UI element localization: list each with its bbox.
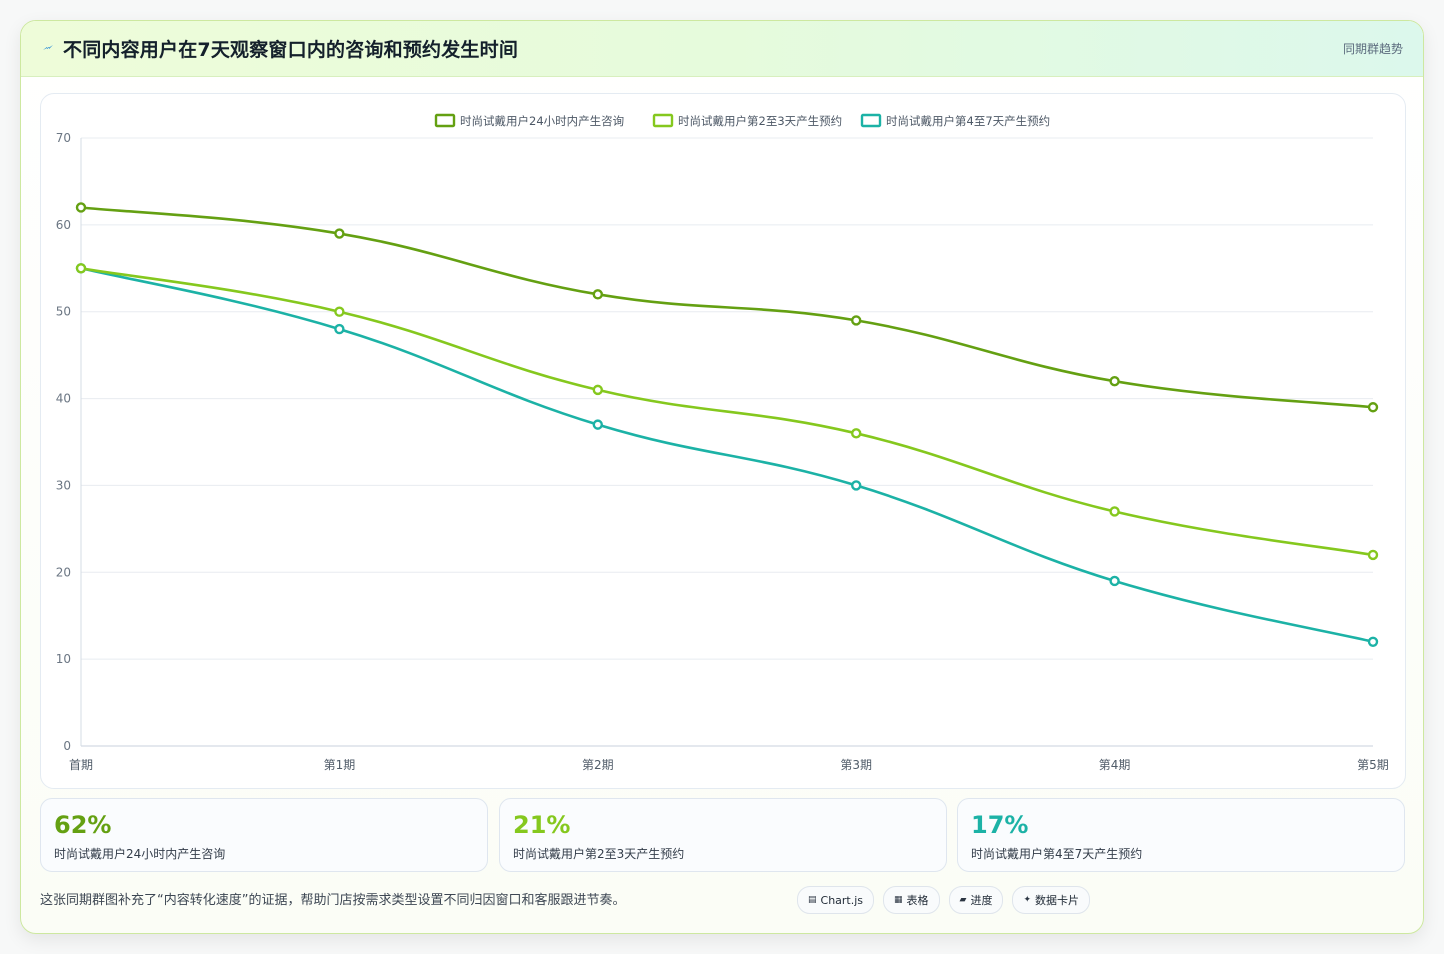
legend-swatch [860,113,882,128]
series-line-1 [79,206,1375,409]
tag-label: 表格 [906,894,929,907]
y-tick-label: 70 [56,131,71,145]
tag-data-cards[interactable]: ✦ 数据卡片 [1012,886,1091,914]
x-tick-label: 首期 [69,758,93,772]
y-tick-label: 30 [56,478,71,492]
legend-label: 时尚试戴用户24小时内产生咨询 [460,114,624,128]
legend-swatch [652,113,674,128]
legend-label: 时尚试戴用户第4至7天产生预约 [886,114,1050,128]
y-tick-label: 0 [63,739,71,753]
stat-card-1: 62% 时尚试戴用户24小时内产生咨询 [40,798,488,872]
x-tick-label: 第4期 [1099,758,1131,772]
data-point [1109,575,1120,587]
data-point [1109,376,1120,387]
stat-value: 17% [971,811,1029,839]
footnote: 这张同期群图补充了“内容转化速度”的证据，帮助门店按需求类型设置不同归因窗口和客… [40,893,626,908]
data-point [851,480,862,491]
data-point [592,419,603,430]
chart-container: 0 10 20 30 40 50 60 70 首期 第1期 第2期 第3期 第4期 第5期 时尚试戴用户24… [40,93,1406,789]
tag-chartjs[interactable]: ▤ Chart.js [797,886,875,914]
data-point [592,289,603,300]
y-tick-label: 10 [56,652,71,666]
tag-label: 数据卡片 [1035,894,1080,907]
tag-label: Chart.js [820,893,864,907]
progress-icon: ▰ [959,895,967,905]
data-point [334,323,345,335]
data-point [1109,506,1120,517]
series-line-3 [79,266,1375,644]
chart-icon: ▤ [808,895,817,905]
data-point [334,306,345,317]
stat-value: 62% [54,811,112,839]
header-tag: 同期群趋势 [1342,42,1403,56]
stat-label: 时尚试戴用户24小时内产生咨询 [54,847,226,861]
data-point [1367,549,1379,561]
y-tick-label: 20 [56,565,71,579]
sparkle-icon: ✦ [1023,895,1032,905]
lightning-icon [43,45,53,50]
series-line-2 [79,266,1375,557]
legend-label: 时尚试戴用户第2至3天产生预约 [678,114,842,128]
tag-table[interactable]: ▦ 表格 [883,886,940,914]
y-tick-label: 40 [56,392,71,406]
data-point [851,428,862,439]
line-chart: 0 10 20 30 40 50 60 70 首期 第1期 第2期 第3期 第4期 第5期 时尚试戴用户24… [56,113,1389,772]
legend-swatch [434,113,456,128]
x-tick-label: 第3期 [840,758,872,772]
stat-value: 21% [513,811,571,839]
x-tick-label: 第5期 [1357,758,1389,772]
stat-card-3: 17% 时尚试戴用户第4至7天产生预约 [957,798,1405,872]
y-tick-label: 60 [56,218,71,232]
tag-progress[interactable]: ▰ 进度 [948,886,1004,914]
data-point [75,263,87,274]
data-point [75,202,87,213]
data-point [592,384,603,396]
data-point [1367,402,1379,413]
card-header: 不同内容用户在7天观察窗口内的咨询和预约发生时间 同期群趋势 [21,21,1423,77]
x-tick-label: 第2期 [582,758,614,772]
page-title: 不同内容用户在7天观察窗口内的咨询和预约发生时间 [63,39,519,61]
data-point [1367,636,1379,647]
table-icon: ▦ [894,895,903,905]
tag-label: 进度 [970,894,993,907]
data-point [334,228,345,239]
data-point [851,315,862,326]
x-tick-label: 第1期 [324,758,356,772]
stat-label: 时尚试戴用户第4至7天产生预约 [971,847,1143,861]
stat-card-2: 21% 时尚试戴用户第2至3天产生预约 [499,798,947,872]
tag-list: ▤ Chart.js ▦ 表格 ▰ 进度 ✦ 数据卡片 [797,886,1091,916]
report-card: 不同内容用户在7天观察窗口内的咨询和预约发生时间 同期群趋势 0 10 20 30 40… [20,20,1424,934]
stat-label: 时尚试戴用户第2至3天产生预约 [513,847,685,861]
y-tick-label: 50 [56,305,71,319]
